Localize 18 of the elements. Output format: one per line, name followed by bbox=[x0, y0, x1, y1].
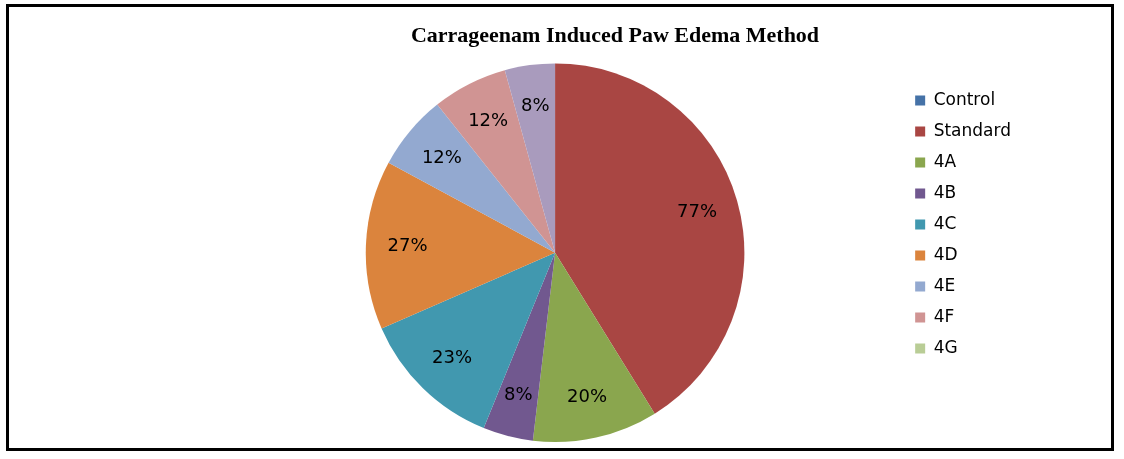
data-label: 8% bbox=[503, 383, 533, 405]
data-label: 27% bbox=[387, 234, 428, 256]
legend-label: 4G bbox=[933, 336, 958, 357]
legend-label: Standard bbox=[933, 119, 1012, 140]
data-label: 8% bbox=[521, 94, 550, 116]
data-label: 20% bbox=[567, 384, 608, 406]
data-label: 23% bbox=[431, 346, 473, 368]
data-label: 12% bbox=[468, 108, 509, 130]
legend-label: 4C bbox=[933, 212, 957, 233]
legend-label: Control bbox=[933, 88, 996, 109]
legend-label: 4D bbox=[933, 243, 958, 264]
legend-label: 4A bbox=[933, 150, 957, 171]
legend-label: 4B bbox=[933, 181, 957, 202]
legend-label: 4F bbox=[933, 305, 955, 326]
data-label: 12% bbox=[421, 145, 462, 167]
chart-title: Carrageenam Induced Paw Edema Method bbox=[410, 21, 820, 47]
legend-label: 4E bbox=[933, 274, 956, 295]
data-label: 77% bbox=[677, 199, 718, 221]
